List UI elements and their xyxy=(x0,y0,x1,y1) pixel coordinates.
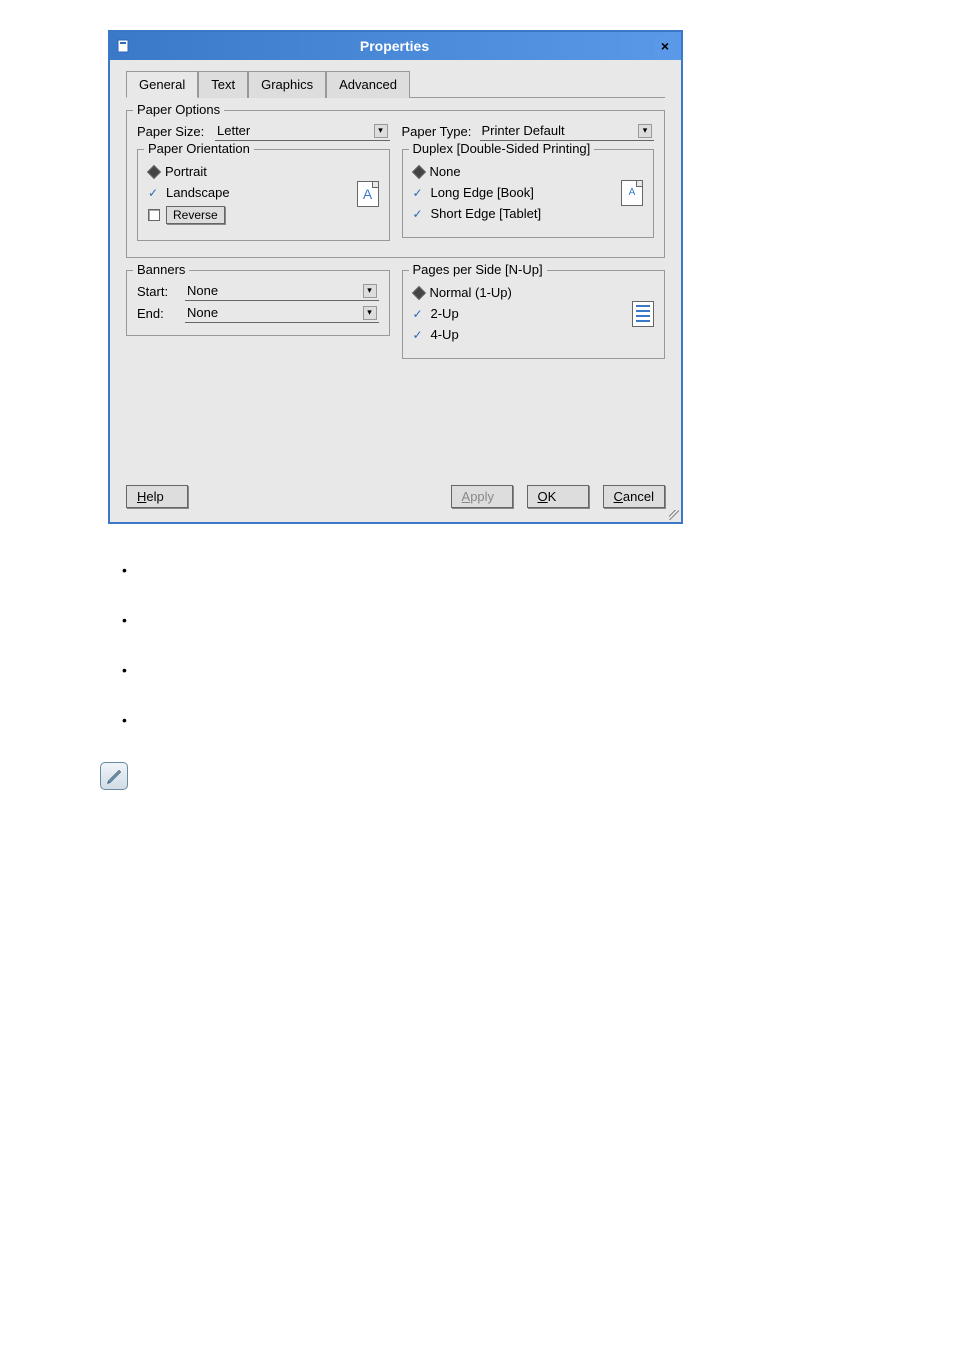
paper-type-label: Paper Type: xyxy=(402,124,472,139)
list-item xyxy=(108,662,954,678)
app-icon xyxy=(116,37,134,55)
banners-fieldset: Banners Start: None ▾ End: None xyxy=(126,270,390,336)
tab-content: Paper Options Paper Size: Letter ▾ xyxy=(126,97,665,508)
nup-legend: Pages per Side [N-Up] xyxy=(409,262,547,277)
checkbox-icon xyxy=(148,209,160,221)
nup-preview-icon xyxy=(632,301,654,327)
dialog-body: General Text Graphics Advanced Paper Opt… xyxy=(110,60,681,522)
radio-icon: ✓ xyxy=(413,188,425,198)
paper-type-value: Printer Default xyxy=(482,123,639,138)
radio-landscape[interactable]: ✓ Landscape xyxy=(148,185,357,200)
tab-graphics[interactable]: Graphics xyxy=(248,71,326,98)
banner-end-select[interactable]: None ▾ xyxy=(185,303,379,323)
paper-type-select[interactable]: Printer Default ▾ xyxy=(480,121,655,141)
note-icon xyxy=(100,762,128,790)
radio-portrait[interactable]: Portrait xyxy=(148,164,357,179)
cancel-button[interactable]: Cancel xyxy=(603,485,665,508)
radio-icon: ✓ xyxy=(413,309,425,319)
portrait-label: Portrait xyxy=(165,164,207,179)
landscape-label: Landscape xyxy=(166,185,230,200)
radio-duplex-short[interactable]: ✓ Short Edge [Tablet] xyxy=(413,206,622,221)
radio-icon xyxy=(148,166,159,177)
dropdown-arrow-icon: ▾ xyxy=(374,124,388,138)
radio-icon xyxy=(413,287,424,298)
duplex-none-label: None xyxy=(430,164,461,179)
banner-start-select[interactable]: None ▾ xyxy=(185,281,379,301)
nup-2up-label: 2-Up xyxy=(431,306,459,321)
reverse-option[interactable]: Reverse xyxy=(148,206,357,224)
orientation-preview-icon: A xyxy=(357,181,379,207)
radio-icon xyxy=(413,166,424,177)
radio-nup-4up[interactable]: ✓ 4-Up xyxy=(413,327,633,342)
duplex-long-label: Long Edge [Book] xyxy=(431,185,534,200)
help-button[interactable]: Help xyxy=(126,485,188,508)
ok-button[interactable]: OK xyxy=(527,485,589,508)
paper-options-legend: Paper Options xyxy=(133,102,224,117)
properties-dialog: Properties × General Text Graphics Advan… xyxy=(108,30,683,524)
radio-nup-2up[interactable]: ✓ 2-Up xyxy=(413,306,633,321)
duplex-fieldset: Duplex [Double-Sided Printing] None ✓ xyxy=(402,149,655,238)
banner-start-value: None xyxy=(187,283,363,298)
radio-nup-normal[interactable]: Normal (1-Up) xyxy=(413,285,633,300)
dropdown-arrow-icon: ▾ xyxy=(363,306,377,320)
dialog-title: Properties xyxy=(134,38,655,54)
radio-icon: ✓ xyxy=(413,330,425,340)
duplex-legend: Duplex [Double-Sided Printing] xyxy=(409,141,595,156)
orientation-fieldset: Paper Orientation Portrait ✓ L xyxy=(137,149,390,241)
orientation-legend: Paper Orientation xyxy=(144,141,254,156)
duplex-preview-icon: A xyxy=(621,180,643,206)
tab-bar: General Text Graphics Advanced xyxy=(126,70,665,97)
radio-icon: ✓ xyxy=(148,188,160,198)
apply-button[interactable]: Apply xyxy=(451,485,513,508)
banner-end-value: None xyxy=(187,305,363,320)
pages-per-side-fieldset: Pages per Side [N-Up] Normal (1-Up) ✓ 2-… xyxy=(402,270,666,359)
banner-end-label: End: xyxy=(137,306,177,321)
radio-duplex-long[interactable]: ✓ Long Edge [Book] xyxy=(413,185,622,200)
close-button[interactable]: × xyxy=(655,36,675,56)
dropdown-arrow-icon: ▾ xyxy=(638,124,652,138)
tab-text[interactable]: Text xyxy=(198,71,248,98)
dialog-buttons: Help Apply OK Cancel xyxy=(126,485,665,508)
duplex-short-label: Short Edge [Tablet] xyxy=(431,206,542,221)
radio-duplex-none[interactable]: None xyxy=(413,164,622,179)
paper-size-label: Paper Size: xyxy=(137,124,207,139)
banner-start-label: Start: xyxy=(137,284,177,299)
titlebar: Properties × xyxy=(110,32,681,60)
list-item xyxy=(108,712,954,728)
banners-legend: Banners xyxy=(133,262,189,277)
paper-size-select[interactable]: Letter ▾ xyxy=(215,121,390,141)
paper-options-fieldset: Paper Options Paper Size: Letter ▾ xyxy=(126,110,665,258)
reverse-label: Reverse xyxy=(166,206,225,224)
paper-size-value: Letter xyxy=(217,123,374,138)
tab-general[interactable]: General xyxy=(126,71,198,98)
bullet-list xyxy=(108,562,954,728)
radio-icon: ✓ xyxy=(413,209,425,219)
list-item xyxy=(108,562,954,578)
nup-normal-label: Normal (1-Up) xyxy=(430,285,512,300)
resize-grip-icon[interactable] xyxy=(665,506,681,522)
dropdown-arrow-icon: ▾ xyxy=(363,284,377,298)
tab-advanced[interactable]: Advanced xyxy=(326,71,410,98)
nup-4up-label: 4-Up xyxy=(431,327,459,342)
list-item xyxy=(108,612,954,628)
